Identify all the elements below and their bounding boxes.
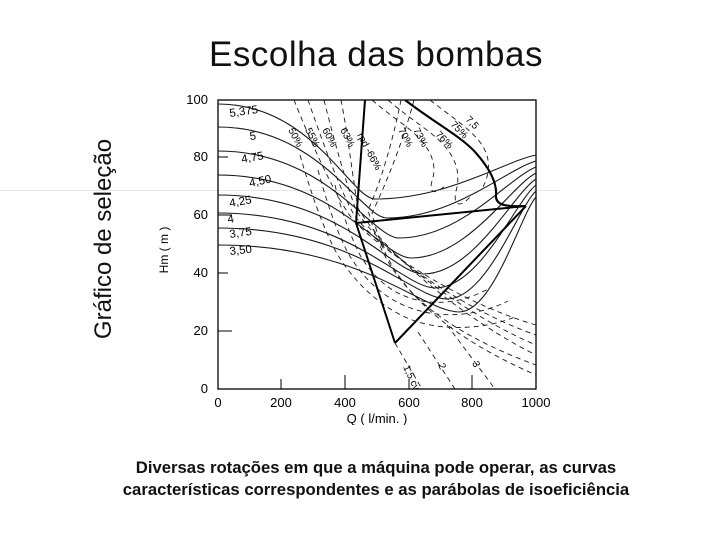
svg-text:50%: 50% xyxy=(285,126,304,149)
svg-text:1,5 cv: 1,5 cv xyxy=(400,364,421,393)
svg-text:5: 5 xyxy=(249,130,257,143)
svg-text:0: 0 xyxy=(201,381,208,396)
svg-text:100: 100 xyxy=(186,95,208,107)
svg-text:800: 800 xyxy=(461,395,483,410)
svg-text:20: 20 xyxy=(194,323,208,338)
svg-text:4,50: 4,50 xyxy=(248,174,272,190)
svg-text:1000: 1000 xyxy=(522,395,551,410)
svg-text:Q ( l/min. ): Q ( l/min. ) xyxy=(347,411,408,425)
svg-text:4,25: 4,25 xyxy=(228,194,252,210)
svg-text:rpd -66%: rpd -66% xyxy=(354,131,383,172)
svg-text:Hm ( m ): Hm ( m ) xyxy=(157,227,171,274)
svg-text:600: 600 xyxy=(398,395,420,410)
svg-text:80: 80 xyxy=(194,149,208,164)
svg-text:4: 4 xyxy=(227,213,236,226)
svg-text:0: 0 xyxy=(214,395,221,410)
svg-text:5,375: 5,375 xyxy=(229,104,259,120)
svg-text:3,75: 3,75 xyxy=(229,226,253,241)
svg-text:4,75: 4,75 xyxy=(240,150,264,166)
svg-text:200: 200 xyxy=(270,395,292,410)
svg-text:400: 400 xyxy=(334,395,356,410)
svg-text:3,50: 3,50 xyxy=(229,244,253,258)
svg-text:60: 60 xyxy=(194,207,208,222)
svg-text:2: 2 xyxy=(435,362,448,372)
svg-text:40: 40 xyxy=(194,265,208,280)
svg-text:63%: 63% xyxy=(337,126,356,149)
